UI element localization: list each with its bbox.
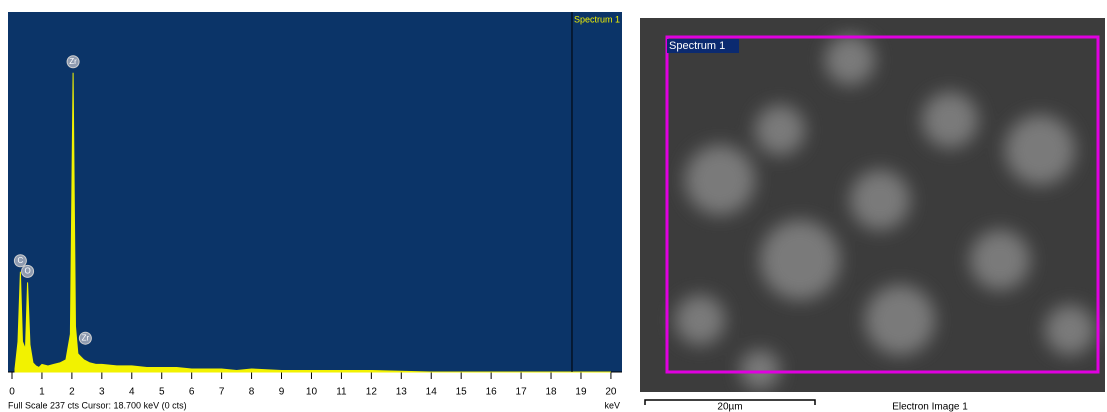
- x-tick-label: 13: [396, 387, 408, 398]
- x-tick-label: 4: [129, 387, 135, 398]
- x-tick-label: 16: [486, 387, 498, 398]
- x-tick-label: 20: [605, 387, 617, 398]
- x-tick-label: 6: [189, 387, 195, 398]
- scale-bar-label: 20µm: [717, 402, 742, 412]
- electron-image: Spectrum 1: [640, 18, 1105, 392]
- screen: Spectrum 1 Full Scale 237 cts Cursor: 18…: [0, 0, 1107, 412]
- region-label: Spectrum 1: [669, 40, 725, 52]
- spectrum-panel: [8, 12, 622, 372]
- peak-label: O: [24, 266, 30, 275]
- x-tick-label: 11: [336, 387, 347, 398]
- x-tick-label: 15: [456, 387, 468, 398]
- status-text: Full Scale 237 cts Cursor: 18.700 keV (0…: [8, 400, 187, 410]
- x-tick-label: 8: [249, 387, 255, 398]
- x-tick-label: 18: [545, 387, 557, 398]
- x-tick-label: 3: [99, 387, 105, 398]
- x-unit: keV: [604, 400, 620, 410]
- x-tick-label: 1: [39, 387, 45, 398]
- image-caption: Electron Image 1: [892, 402, 968, 412]
- peak-label: Zr: [82, 333, 90, 342]
- x-tick-label: 14: [426, 387, 438, 398]
- x-tick-label: 0: [9, 387, 15, 398]
- x-tick-label: 2: [69, 387, 75, 398]
- x-tick-label: 9: [279, 387, 285, 398]
- x-tick-label: 12: [366, 387, 378, 398]
- x-tick-label: 10: [306, 387, 318, 398]
- x-tick-label: 7: [219, 387, 225, 398]
- peak-label: C: [17, 256, 23, 265]
- x-tick-label: 19: [575, 387, 587, 398]
- x-tick-label: 5: [159, 387, 165, 398]
- x-tick-label: 17: [516, 387, 528, 398]
- peak-label: Zr: [69, 57, 77, 66]
- spectrum-title: Spectrum 1: [574, 14, 620, 24]
